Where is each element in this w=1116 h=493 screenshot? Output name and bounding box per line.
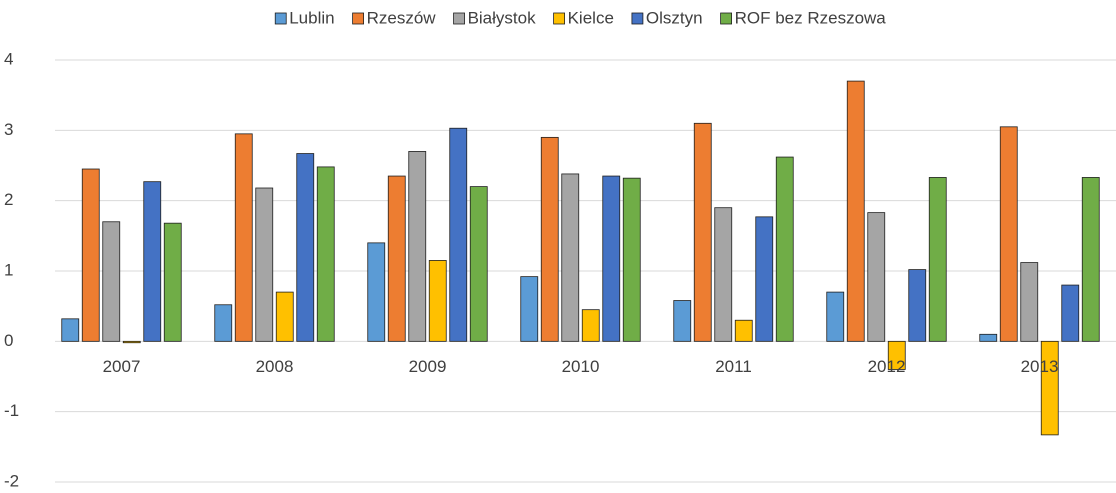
- x-tick-label: 2010: [562, 357, 600, 376]
- legend-label: Olsztyn: [646, 8, 703, 27]
- x-tick-label: 2007: [103, 357, 141, 376]
- x-tick-label: 2008: [256, 357, 294, 376]
- bar: [275, 291, 294, 342]
- bar: [163, 222, 182, 342]
- bar: [81, 168, 100, 342]
- bar: [1020, 262, 1039, 342]
- bar: [867, 212, 886, 342]
- bar: [826, 291, 845, 342]
- bar: [122, 340, 141, 344]
- bar: [234, 133, 253, 342]
- legend-swatch: [453, 12, 465, 25]
- bar: [693, 122, 712, 342]
- legend-swatch: [553, 12, 566, 25]
- x-tick-label: 2011: [715, 357, 752, 376]
- legend-label: Rzeszów: [367, 8, 437, 27]
- bar: [908, 269, 927, 342]
- bar: [214, 304, 233, 342]
- bar: [316, 166, 335, 342]
- legend-label: Kielce: [568, 8, 614, 27]
- legend-label: Lublin: [289, 8, 334, 27]
- bar: [1040, 340, 1059, 436]
- bar: [387, 175, 406, 342]
- y-tick-label: -2: [4, 471, 19, 488]
- bar: [602, 175, 621, 342]
- bar: [449, 127, 468, 342]
- legend-swatch: [274, 12, 287, 25]
- bar: [61, 318, 80, 342]
- legend-label: ROF bez Rzeszowa: [735, 8, 887, 27]
- x-tick-label: 2012: [868, 357, 906, 376]
- x-tick-label: 2013: [1021, 357, 1059, 376]
- bar: [734, 319, 753, 342]
- bar: [102, 221, 121, 342]
- bar: [979, 333, 998, 342]
- bar: [1081, 177, 1100, 342]
- bar: [846, 80, 865, 342]
- y-tick-label: 3: [4, 120, 13, 139]
- bar: [581, 309, 600, 342]
- y-tick-label: -1: [4, 401, 19, 420]
- bar: [673, 300, 692, 342]
- legend-swatch: [631, 12, 644, 25]
- bar: [714, 207, 733, 342]
- y-tick-label: 2: [4, 190, 13, 209]
- x-tick-label: 2009: [409, 357, 447, 376]
- legend-swatch: [720, 12, 733, 25]
- bar: [622, 177, 641, 342]
- bar: [999, 126, 1018, 342]
- y-tick-label: 4: [4, 49, 13, 68]
- bar: [469, 186, 488, 342]
- bar: [1061, 284, 1080, 342]
- bar: [408, 151, 427, 342]
- y-tick-label: 0: [4, 331, 13, 350]
- bar: [143, 181, 162, 342]
- bar: [296, 153, 315, 342]
- bar: [540, 136, 559, 342]
- legend-label: Białystok: [468, 8, 537, 27]
- bar: [520, 276, 539, 342]
- legend-swatch: [352, 12, 365, 25]
- bar: [428, 260, 447, 342]
- y-tick-label: 1: [4, 260, 13, 279]
- bar: [255, 187, 274, 342]
- bar: [561, 173, 580, 342]
- bar: [887, 340, 906, 370]
- bar: [755, 216, 774, 342]
- bar: [775, 156, 794, 342]
- bar: [367, 242, 386, 342]
- bar: [928, 177, 947, 342]
